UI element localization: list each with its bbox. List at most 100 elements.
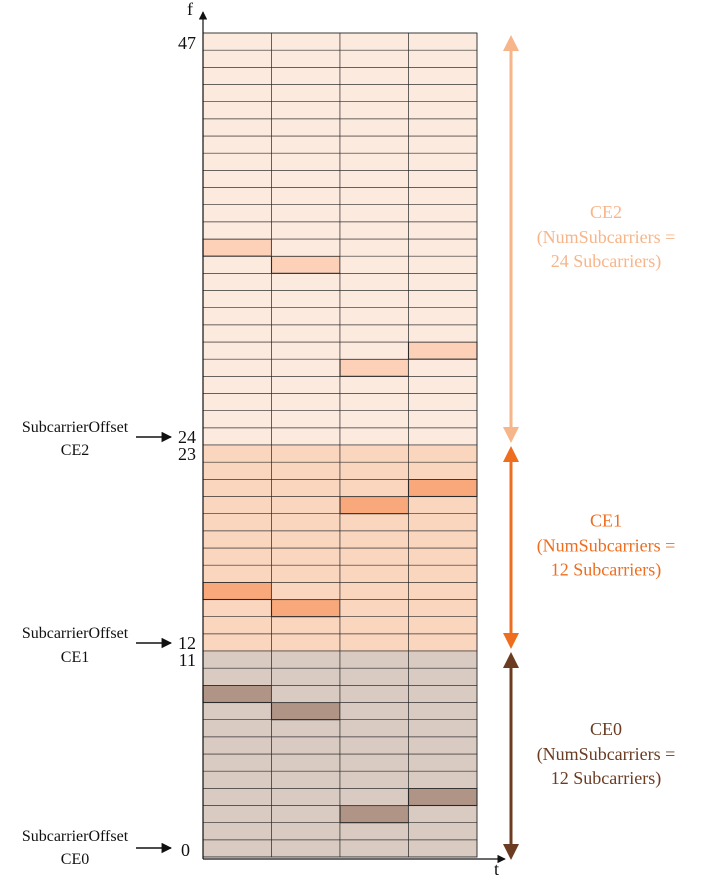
grid-cell-ce1 [202,547,272,566]
offset-ce2-line1: SubcarrierOffset [22,419,129,436]
grid-cell-ce2 [271,221,341,240]
grid-cell-ce1 [339,599,409,617]
grid-cell-ce2 [339,187,409,205]
grid-cell-ce0 [339,822,409,841]
grid-cell-ce0 [202,770,272,789]
grid-cell-ce2 [339,67,409,85]
grid-cell-ce0 [339,839,409,858]
offset-ce0-line1: SubcarrierOffset [22,828,129,845]
grid-cell-ce1 [271,582,341,600]
grid-cell-ce2 [408,307,478,326]
grid-cell-ce2 [339,101,409,120]
grid-cell-ce0 [271,685,341,703]
allocated-cell-ce2 [407,341,478,360]
grid-cell-ce2 [408,238,478,257]
span-ce1: CE1 (NumSubcarriers = 12 Subcarriers) [503,446,675,650]
grid-cell-ce2 [271,84,341,102]
row-label-47: 47 [178,33,196,53]
grid-cell-ce2 [408,427,478,446]
span-label-ce2-name: CE2 [590,202,622,222]
grid-cell-ce2 [271,307,341,326]
grid-cell-ce2 [202,427,272,446]
grid-cell-ce2 [339,273,409,291]
grid-cell-ce1 [339,616,409,635]
grid-cell-ce2 [271,135,341,154]
grid-cell-ce1 [271,444,341,463]
grid-cell-ce2 [408,290,478,308]
grid-cell-ce0 [408,685,478,703]
row-label-12: 12 [178,633,196,653]
grid-cell-ce1 [202,513,272,532]
span-label-ce2-detail-line1: (NumSubcarriers = [537,227,676,248]
grid-cell-ce0 [271,805,341,823]
row-label-0: 0 [181,840,190,860]
grid-cell-ce1 [202,496,272,514]
grid-cell-ce0 [339,685,409,703]
allocated-cell-ce1 [202,581,273,601]
grid-cell-ce2 [202,307,272,326]
grid-cell-ce0 [202,753,272,772]
grid-cell-ce1 [408,599,478,617]
span-label-ce0-detail-line2: 12 Subcarriers) [551,768,661,789]
grid-cell-ce2 [271,341,341,360]
offset-ce1-line1: SubcarrierOffset [22,625,129,642]
grid-cell-ce0 [408,753,478,772]
grid-cell-ce1 [408,496,478,514]
allocated-cell-ce0 [202,684,273,704]
allocated-cell-ce2 [270,255,341,274]
span-label-ce1-detail-line2: 12 Subcarriers) [551,560,661,581]
row-label-23: 23 [178,444,196,464]
ce-spans: CE2 (NumSubcarriers = 24 Subcarriers) CE1 (N… [503,35,676,861]
grid-cell-ce0 [271,839,341,858]
grid-cell-ce1 [271,530,341,549]
grid-cell-ce1 [408,513,478,532]
grid-cell-ce2 [408,84,478,102]
grid-cell-ce0 [202,667,272,686]
grid-cell-ce2 [202,376,272,394]
grid-cell-ce2 [339,118,409,137]
grid-cell-ce0 [339,770,409,789]
grid-cell-ce2 [339,376,409,394]
grid-cell-ce2 [408,67,478,85]
grid-cell-ce2 [339,221,409,240]
grid-cell-ce1 [202,599,272,617]
grid-cell-ce2 [271,32,341,51]
grid-cell-ce2 [202,221,272,240]
grid-cell-ce2 [202,204,272,223]
grid-cell-ce2 [271,204,341,223]
grid-cell-ce2 [339,410,409,429]
grid-cell-ce0 [408,839,478,858]
grid-cell-ce2 [271,324,341,343]
grid-cell-ce0 [202,719,272,738]
grid-cell-ce2 [202,84,272,102]
grid-cell-ce2 [408,152,478,171]
grid-cell-ce2 [271,238,341,257]
grid-cell-ce2 [271,393,341,411]
allocated-cell-ce1 [270,598,341,618]
grid-cell-ce0 [339,650,409,669]
grid-cell-ce2 [339,427,409,446]
grid-cell-ce2 [408,393,478,411]
grid-cell-ce2 [202,290,272,308]
grid-cell-ce2 [271,118,341,137]
grid-cell-ce0 [271,753,341,772]
grid-cell-ce0 [202,736,272,755]
offset-ce0-line2: CE0 [61,851,89,868]
grid-cell-ce1 [408,530,478,549]
grid-cell-ce2 [408,358,478,377]
grid-cell-ce1 [202,479,272,497]
grid-cell-ce1 [202,564,272,583]
span-ce0: CE0 (NumSubcarriers = 12 Subcarriers) [503,652,675,861]
grid-cell-ce1 [271,616,341,635]
grid-cell-ce0 [202,788,272,806]
grid-cell-ce1 [339,461,409,480]
grid-cell-ce0 [408,650,478,669]
grid-cell-ce0 [271,736,341,755]
grid-cell-ce2 [202,152,272,171]
grid-cell-ce0 [408,736,478,755]
grid-cell-ce0 [202,822,272,841]
grid-cell-ce2 [339,152,409,171]
grid-cell-ce0 [271,788,341,806]
grid-cell-ce0 [408,822,478,841]
